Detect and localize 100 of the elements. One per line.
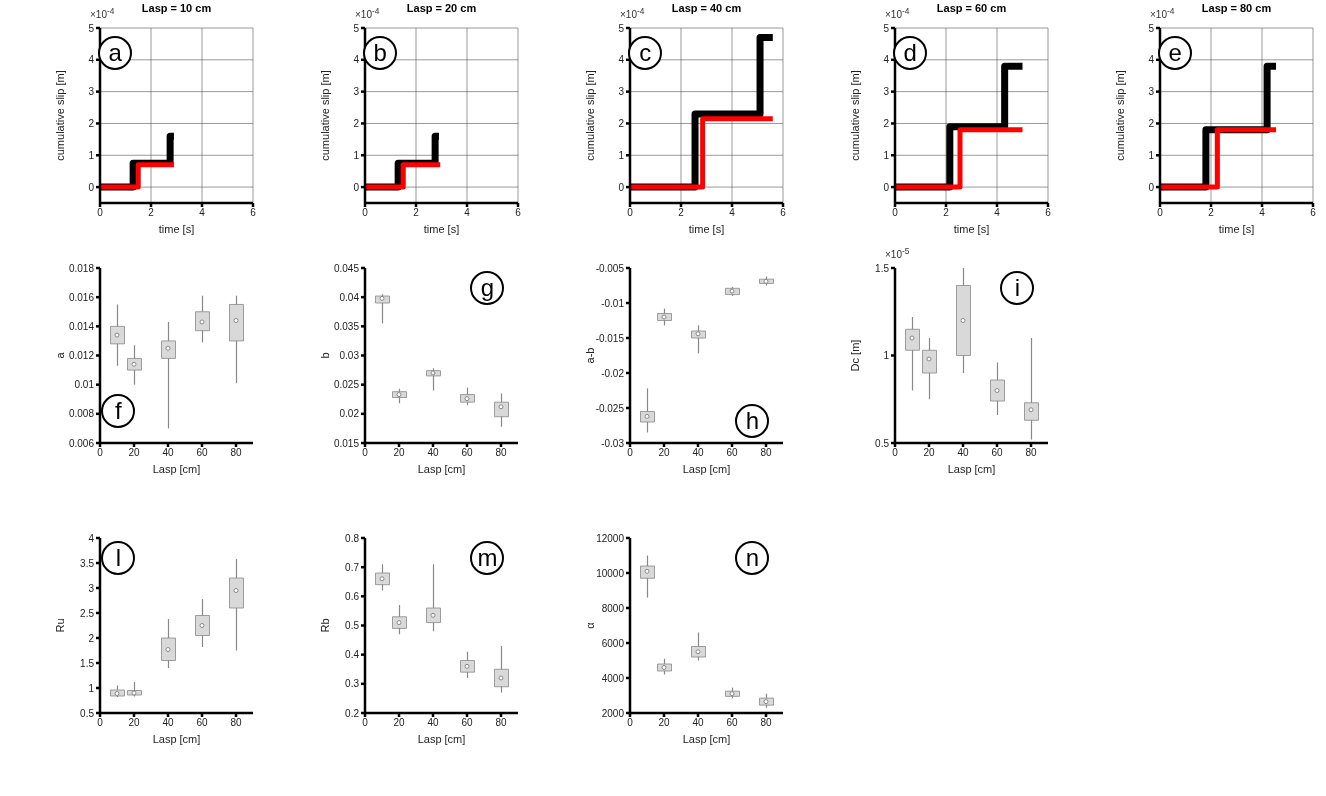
x-tick-label: 80 (495, 717, 507, 729)
y-tick-label: 0.8 (345, 532, 360, 544)
y-tick-label: 1 (883, 149, 890, 161)
x-tick-label: 4 (464, 207, 471, 219)
x-tick-label: 60 (461, 717, 473, 729)
y-tick-label: 0.045 (333, 262, 360, 274)
x-tick-label: 0 (97, 717, 104, 729)
y-tick-label: 2 (88, 118, 95, 129)
x-tick-label: 80 (760, 717, 772, 729)
x-tick-label: 0 (627, 207, 634, 219)
x-axis-title: time [s] (688, 223, 725, 235)
x-tick-label: 2 (943, 207, 950, 219)
y-tick-label: 6000 (601, 637, 625, 649)
y-tick-label: 3 (353, 86, 360, 98)
circle-badge: g (470, 271, 505, 305)
x-axis-title: time [s] (423, 223, 460, 235)
y-axis-title: cumulative slip [m] (53, 70, 66, 161)
x-tick-label: 80 (495, 447, 507, 459)
x-tick-label: 0 (97, 447, 104, 459)
y-tick-label: 2 (618, 118, 625, 129)
y-tick-label: 1 (618, 149, 625, 161)
circle-badge: d (893, 36, 928, 71)
y-axis-title: cumulative slip [m] (318, 70, 331, 161)
y-axis-title: cumulative slip [m] (848, 70, 861, 161)
y-tick-label: 0.5 (345, 620, 360, 632)
x-tick-label: 40 (692, 447, 704, 459)
y-tick-label: 2 (1148, 118, 1155, 129)
x-tick-label: 6 (515, 207, 522, 219)
x-tick-label: 20 (393, 717, 405, 729)
y-tick-label: 0.3 (345, 678, 360, 690)
x-tick-label: 40 (427, 717, 439, 729)
x-tick-label: 2 (148, 207, 155, 219)
x-tick-label: 80 (1025, 447, 1037, 459)
x-tick-label: 60 (196, 717, 208, 729)
x-tick-label: 40 (162, 717, 174, 729)
y-tick-label: 5 (1148, 22, 1155, 34)
y-tick-label: 3 (88, 86, 95, 98)
circle-badge: m (470, 541, 505, 575)
y-tick-label: 4 (353, 54, 360, 66)
text: ×10$^{-4}$ (1150, 6, 1175, 21)
x-tick-label: 6 (780, 207, 787, 219)
y-axis-title: α (583, 621, 596, 629)
x-tick-label: 0 (1157, 207, 1164, 219)
x-tick-label: 60 (461, 447, 473, 459)
x-tick-label: 40 (427, 447, 439, 459)
circle-badge: h (735, 404, 770, 438)
x-tick-label: 6 (250, 207, 257, 219)
y-tick-label: 1 (353, 149, 360, 161)
y-tick-label: 10000 (596, 567, 625, 579)
y-tick-label: 4 (1148, 54, 1155, 66)
y-tick-label: 3 (1148, 86, 1155, 98)
circle-badge: a (98, 36, 133, 71)
y-axis-title: Ru (53, 618, 66, 633)
y-tick-label: 1.5 (875, 262, 890, 274)
y-axis-title: Dc [m] (848, 339, 861, 372)
x-tick-label: 2 (678, 207, 685, 219)
y-axis-title: b (318, 352, 331, 359)
circle-badge: l (101, 541, 136, 575)
x-tick-label: 4 (199, 207, 206, 219)
y-tick-label: 3.5 (80, 557, 95, 569)
y-tick-label: 0.035 (333, 320, 360, 332)
x-tick-label: 0 (627, 447, 634, 459)
y-tick-label: 2.5 (80, 607, 95, 619)
x-tick-label: 60 (991, 447, 1003, 459)
circle-badge: n (735, 541, 770, 575)
x-tick-label: 40 (957, 447, 969, 459)
x-tick-label: 60 (196, 447, 208, 459)
text: ×10$^{-4}$ (90, 6, 115, 21)
x-tick-label: 4 (1259, 207, 1266, 219)
y-tick-label: -0.005 (595, 262, 625, 274)
y-tick-label: -0.025 (595, 402, 625, 414)
y-tick-label: 0.025 (333, 379, 360, 391)
y-tick-label: 5 (883, 22, 890, 34)
x-tick-label: 4 (994, 207, 1001, 219)
y-tick-label: -0.03 (601, 437, 625, 449)
x-tick-label: 60 (726, 717, 738, 729)
y-tick-label: 0.015 (333, 437, 360, 449)
x-tick-label: 80 (230, 717, 242, 729)
y-tick-label: 5 (88, 22, 95, 34)
y-tick-label: 0.016 (68, 291, 95, 303)
x-axis-title: time [s] (158, 223, 195, 235)
y-tick-label: 0.5 (875, 437, 890, 449)
y-tick-label: 0.008 (68, 408, 95, 420)
y-tick-label: 4000 (601, 672, 625, 684)
y-tick-label: 1 (1148, 149, 1155, 161)
y-tick-label: -0.015 (595, 332, 625, 344)
x-axis-title: Lasp [cm] (152, 733, 201, 745)
x-axis-title: Lasp [cm] (417, 463, 466, 475)
y-tick-label: 0.04 (339, 291, 360, 303)
y-tick-label: 1 (883, 350, 890, 362)
x-tick-label: 0 (362, 207, 369, 219)
x-tick-label: 60 (726, 447, 738, 459)
y-tick-label: 12000 (596, 532, 625, 544)
x-axis-title: Lasp [cm] (152, 463, 201, 475)
y-tick-label: 0.03 (339, 350, 360, 362)
y-tick-label: 8000 (601, 602, 625, 614)
y-tick-label: 0.006 (68, 437, 95, 449)
y-tick-label: 4 (618, 54, 625, 66)
x-tick-label: 20 (128, 447, 140, 459)
y-tick-label: 3 (88, 582, 95, 594)
